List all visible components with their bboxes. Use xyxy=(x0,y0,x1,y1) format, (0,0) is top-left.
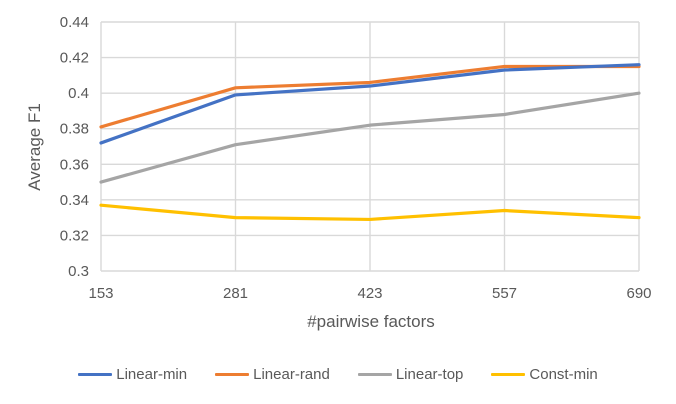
legend-item-linear-min: Linear-min xyxy=(78,366,187,383)
x-tick-label: 690 xyxy=(626,285,651,302)
y-tick-label: 0.4 xyxy=(68,85,89,102)
gridlines xyxy=(100,21,640,272)
y-tick-label: 0.32 xyxy=(60,227,89,244)
legend-swatch xyxy=(215,372,250,376)
y-axis-title: Average F1 xyxy=(25,103,44,191)
x-tick-label: 153 xyxy=(88,285,113,302)
series-line-const-min xyxy=(99,203,641,222)
legend-label: Linear-top xyxy=(395,365,464,383)
legend: Linear-min Linear-rand Linear-top Const-min xyxy=(0,362,676,386)
x-tick-label: 557 xyxy=(492,285,517,302)
line-chart: 0.3 0.32 0.34 0.36 0.38 0.4 0.42 0.44 153 281 423… xyxy=(25,14,652,331)
y-tick-label: 0.44 xyxy=(60,14,89,31)
legend-label: Linear-min xyxy=(116,365,188,383)
y-tick-label: 0.36 xyxy=(60,156,89,173)
legend-swatch xyxy=(491,372,526,376)
legend-swatch xyxy=(357,372,392,376)
x-axis-ticks: 153 281 423 557 690 xyxy=(88,285,651,302)
x-tick-label: 281 xyxy=(223,285,248,302)
legend-swatch xyxy=(78,372,113,376)
y-tick-label: 0.3 xyxy=(68,263,89,280)
y-tick-label: 0.38 xyxy=(60,121,89,138)
y-tick-label: 0.34 xyxy=(60,192,89,209)
x-tick-label: 423 xyxy=(357,285,382,302)
y-axis-ticks: 0.3 0.32 0.34 0.36 0.38 0.4 0.42 0.44 xyxy=(60,14,89,280)
legend-label: Linear-rand xyxy=(253,365,330,383)
legend-item-linear-rand: Linear-rand xyxy=(215,366,330,383)
legend-item-const-min: Const-min xyxy=(491,365,598,383)
series-line-linear-top xyxy=(99,91,641,184)
x-axis-title: #pairwise factors xyxy=(307,312,435,331)
series-lines xyxy=(99,63,641,222)
y-tick-label: 0.42 xyxy=(60,50,89,67)
legend-label: Const-min xyxy=(529,365,598,383)
series-line-linear-min xyxy=(99,63,641,145)
series-line-linear-rand xyxy=(99,64,641,129)
legend-item-linear-top: Linear-top xyxy=(357,365,464,383)
